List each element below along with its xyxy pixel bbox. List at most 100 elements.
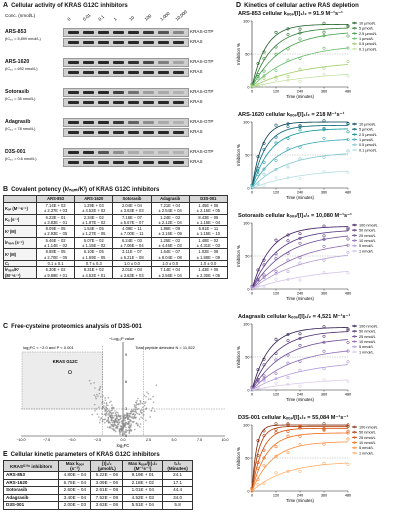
blot-band (68, 121, 79, 124)
x-tick-label: 120 (273, 292, 279, 296)
x-tick-label: 360 (321, 494, 327, 498)
y-axis-label: −Log₁₀P value (109, 336, 135, 341)
x-tick-label: 480 (345, 393, 351, 397)
peptide-point (105, 404, 108, 406)
table-cell: 3.63E − 08 (90, 501, 124, 510)
x-tick-label: 240 (297, 90, 303, 94)
data-point (346, 74, 350, 78)
data-point (346, 149, 350, 153)
data-point (346, 60, 350, 64)
x-tick-label: 240 (297, 292, 303, 296)
blot-band (68, 101, 79, 104)
peptide-point (91, 413, 93, 416)
data-point (274, 30, 278, 34)
legend-marker (353, 122, 356, 126)
peptide-point (145, 401, 147, 403)
data-point (322, 73, 326, 77)
data-point (346, 360, 350, 364)
peptide-point (109, 422, 112, 424)
table-cell: 7.14E + 03 ± 2.37E + 03 (35, 202, 76, 215)
data-point (322, 378, 326, 382)
data-point (346, 122, 350, 126)
table-cell: 2.34E − 02 ± 1.97E − 02 (74, 213, 114, 227)
peptide-point (115, 426, 118, 429)
data-point (346, 25, 350, 29)
table-cell: 1.29E + 03 ± 4.52E + 02 (74, 202, 114, 215)
data-point (262, 76, 266, 80)
table-header-cell: ARS-1620 (74, 195, 114, 203)
blot-band (83, 61, 94, 64)
peptide-point (96, 393, 98, 396)
data-point (346, 423, 350, 427)
x-tick-label: 360 (321, 90, 327, 94)
peptide-point (122, 415, 124, 418)
row-label: kᴵₙₐₙₜ (s⁻¹) (3, 236, 37, 250)
data-point (286, 469, 290, 473)
band-label: KRAS-GTP (190, 89, 214, 94)
peptide-point (107, 414, 109, 416)
data-point (256, 182, 260, 186)
blot-band (83, 91, 94, 94)
x-tick-label: −2.5 (94, 438, 101, 442)
conc-header: 0 0.01 0.1 1 10 100 1,000 10,000 (66, 9, 188, 22)
table-cell: 6.75E − 04 (58, 478, 92, 488)
kinetics-chart: 0 120 240 360 480 0 50 100 Time (minutes) Inhibit… (236, 422, 378, 503)
legend-marker (353, 350, 356, 354)
table-cell: 2.04E + 04 ± 3.63E + 03 (112, 202, 152, 215)
data-point (286, 47, 290, 51)
blot-band (113, 131, 124, 134)
peptide-point (128, 415, 131, 417)
x-axis-label: Time (minutes) (286, 195, 314, 200)
data-point (262, 357, 266, 361)
data-point (286, 353, 290, 357)
legend-marker (353, 127, 356, 131)
peptide-point (130, 408, 133, 411)
table-header-cell: [I]₁/₂ (µmol/L) (90, 460, 124, 472)
table-cell: 3.11E − 07 ± 6.21E − 08 (112, 248, 152, 261)
data-point (274, 167, 278, 171)
data-point (274, 351, 278, 355)
table-cell: 8.43E − 05 ± 1.15E − 04 (188, 213, 229, 227)
x-tick-label: 240 (297, 393, 303, 397)
peptide-point (101, 402, 103, 404)
blot-band (128, 151, 139, 154)
peptide-point (136, 412, 139, 415)
legend-label: 5 nmol/L (359, 244, 374, 248)
blot-band (113, 101, 124, 104)
peptide-point (119, 415, 122, 417)
blot-band (128, 121, 139, 124)
x-tick-label: 360 (321, 191, 327, 195)
chart-title: ARS-1620 cellular kₒₒₛ/[I]₁/₂ = 218 M⁻¹s… (238, 112, 345, 118)
legend-label: 0.5 µmol/L (359, 143, 377, 147)
blot-band (158, 121, 169, 124)
data-point (262, 263, 266, 267)
peptide-point (100, 417, 102, 419)
series-line (251, 379, 349, 391)
blot-band (128, 161, 139, 164)
table-cell: 1.24E − 02 ± 2.12E − 04 (150, 213, 190, 227)
legend-label: 10 µmol/L (359, 21, 376, 25)
peptide-point (106, 426, 109, 428)
peptide-point (128, 412, 130, 415)
blot-band (98, 151, 109, 154)
data-point (262, 183, 266, 187)
peptide-point (118, 415, 120, 418)
data-point (262, 377, 266, 381)
table-cell: 4.09E − 11 ± 7.00E − 11 (112, 225, 152, 238)
table-cell: 8.31E + 02 ± 4.52E + 01 (74, 266, 114, 279)
y-tick-label: 0 (247, 186, 249, 190)
legend-label: 0.5 µmol/L (359, 42, 377, 46)
table-cell: 9.19E + 01 (122, 471, 164, 480)
blot-strip (63, 38, 189, 47)
data-point (262, 374, 266, 378)
row-label: Kᴵ (M) (3, 225, 37, 238)
peptide-point (132, 416, 134, 418)
data-point (262, 434, 266, 438)
table-cell: 1.86E − 09 ± 3.16E − 09 (150, 225, 190, 238)
peptide-point (135, 403, 138, 406)
data-point (262, 172, 266, 176)
peptide-point (137, 397, 139, 400)
peptide-point (134, 408, 137, 410)
peptide-point (133, 404, 136, 406)
table-cell: 7.52E − 08 (90, 493, 124, 503)
